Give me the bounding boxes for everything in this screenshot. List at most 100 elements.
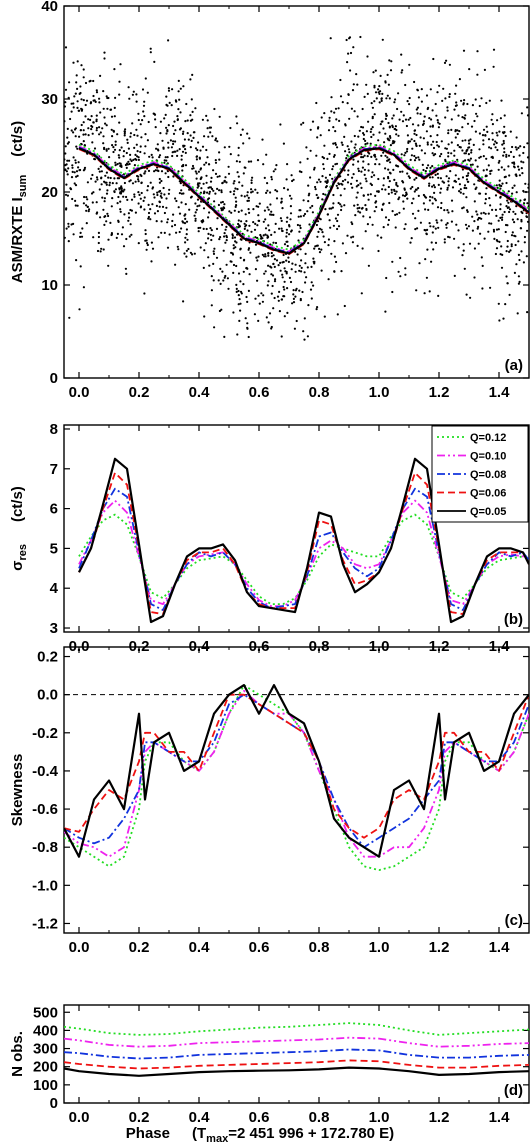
data-point	[105, 171, 108, 174]
data-point	[352, 46, 355, 49]
data-point	[520, 218, 523, 222]
data-point	[458, 78, 461, 81]
data-point	[256, 191, 259, 194]
data-point	[79, 129, 82, 132]
data-point	[368, 216, 372, 219]
data-point	[270, 325, 273, 329]
data-point	[355, 179, 358, 182]
data-point	[490, 222, 493, 225]
data-point	[366, 223, 369, 226]
data-point	[330, 252, 333, 255]
data-point	[464, 159, 467, 162]
data-point	[158, 177, 161, 181]
data-point	[320, 269, 323, 272]
data-point	[363, 95, 366, 98]
data-point	[275, 259, 279, 262]
plot-area	[64, 1022, 529, 1077]
data-point	[66, 194, 69, 197]
data-point	[304, 281, 307, 284]
data-point	[186, 238, 189, 241]
data-point	[236, 333, 239, 336]
data-point	[235, 160, 238, 163]
data-point	[98, 170, 101, 173]
data-point	[502, 132, 505, 135]
data-point	[256, 159, 260, 162]
data-point	[418, 158, 421, 161]
data-point	[324, 180, 327, 183]
data-point	[205, 181, 208, 184]
data-point	[318, 227, 322, 230]
x-tick-label: 0.4	[189, 1109, 211, 1126]
data-point	[209, 227, 212, 230]
data-point	[244, 317, 247, 320]
data-point	[281, 261, 284, 264]
data-point	[246, 199, 249, 202]
data-point	[380, 97, 383, 100]
data-point	[279, 217, 282, 220]
data-point	[106, 189, 109, 192]
data-point	[75, 145, 78, 148]
data-point	[102, 107, 105, 110]
data-point	[80, 123, 83, 127]
data-point	[235, 283, 238, 286]
data-point	[303, 212, 307, 216]
data-point	[105, 220, 108, 223]
data-point	[428, 117, 431, 120]
data-point	[200, 176, 203, 180]
data-point	[444, 160, 447, 163]
data-point	[98, 97, 101, 100]
data-point	[153, 60, 156, 64]
data-point	[430, 241, 433, 244]
data-point	[193, 252, 196, 255]
data-point	[103, 57, 106, 60]
data-point	[133, 146, 136, 149]
data-point	[431, 124, 434, 127]
data-point	[283, 267, 286, 270]
data-point	[133, 195, 136, 198]
plot-area	[64, 35, 529, 341]
data-point	[394, 226, 397, 229]
data-point	[132, 90, 135, 93]
data-point	[346, 145, 349, 148]
data-point	[498, 159, 501, 163]
data-point	[90, 115, 93, 118]
data-point	[282, 253, 285, 257]
data-point	[81, 108, 84, 111]
data-point	[415, 144, 418, 147]
data-point	[82, 202, 85, 205]
data-point	[232, 244, 235, 247]
data-point	[399, 170, 402, 173]
data-point	[356, 115, 359, 118]
data-point	[153, 170, 156, 173]
data-point	[110, 115, 114, 118]
data-point	[468, 68, 471, 71]
data-point	[466, 209, 469, 212]
data-point	[301, 290, 304, 294]
data-point	[374, 91, 378, 94]
data-point	[380, 99, 383, 102]
data-point	[256, 224, 259, 227]
data-point	[119, 63, 122, 66]
data-point	[450, 152, 453, 155]
data-point	[503, 125, 506, 128]
data-point	[324, 208, 327, 211]
data-point	[420, 100, 423, 103]
data-point	[213, 326, 216, 329]
data-point	[95, 126, 98, 130]
data-point	[108, 181, 111, 184]
data-point	[166, 221, 169, 224]
data-point	[461, 116, 464, 119]
data-point	[269, 213, 272, 216]
data-point	[394, 213, 397, 216]
data-point	[426, 107, 429, 111]
data-point	[220, 207, 223, 210]
data-point	[389, 69, 393, 72]
data-point	[327, 244, 330, 247]
data-point	[73, 182, 76, 185]
data-point	[289, 280, 293, 284]
data-point	[176, 245, 179, 248]
data-point	[510, 245, 513, 248]
data-point	[365, 83, 368, 86]
data-point	[282, 295, 285, 298]
data-point	[416, 227, 419, 230]
